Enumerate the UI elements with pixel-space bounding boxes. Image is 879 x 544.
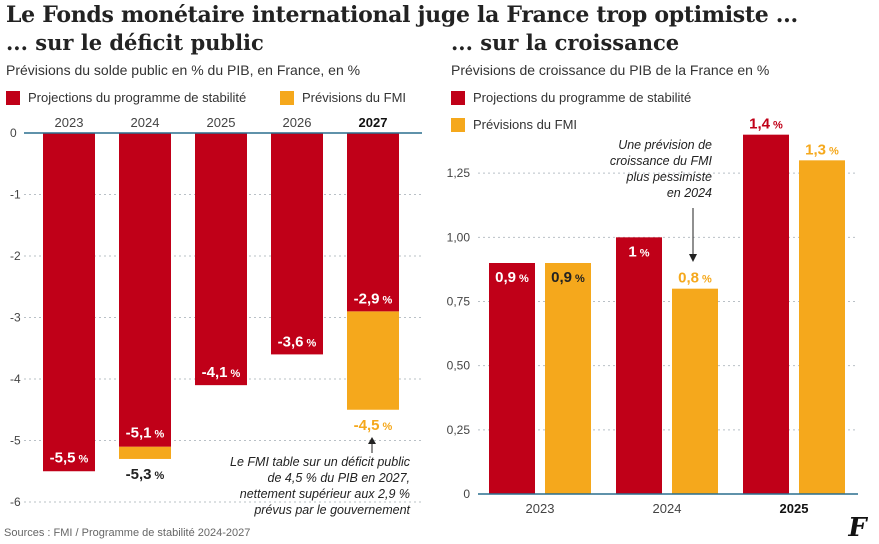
stability-bar [43,133,95,472]
annotation-line: de 4,5 % du PIB en 2027, [268,471,410,485]
left-description: Prévisions du solde public en % du PIB, … [6,62,361,78]
y-tick-label: 1,00 [447,230,471,244]
imf-bar [119,446,171,459]
y-tick-label: -2 [10,249,21,263]
y-tick-label: -1 [10,188,21,202]
stability-bar [347,133,399,312]
imf-value-label: -5,3 % [126,466,165,483]
stability-bar [743,134,789,494]
legend-label: Prévisions du FMI [302,90,407,105]
y-tick-label: 0,50 [447,359,471,373]
left-legend-imf: Prévisions du FMI [280,90,406,105]
y-tick-label: 0 [10,126,17,140]
imf-value-label: 0,9 % [551,269,585,286]
imf-value-label: 1,3 % [805,141,839,158]
stability-bar [119,133,171,447]
stability-value-label: 0,9 % [495,269,529,286]
stability-value-label: -3,6 % [278,333,317,350]
imf-value-label: 0,8 % [678,270,712,287]
annotation-arrowhead [368,437,376,444]
imf-bar [545,263,591,494]
legend-label: Prévisions du FMI [473,117,578,132]
stability-value-label: -2,9 % [354,290,393,307]
category-label: 2024 [131,115,160,130]
annotation-line: croissance du FMI [610,154,713,168]
annotation-line: Une prévision de [618,138,712,152]
left-heading: ... sur le déficit public [6,30,264,55]
annotation-line: nettement supérieur aux 2,9 % [240,487,410,501]
annotation-line: plus pessimiste [626,170,712,184]
imf-bar [799,160,845,495]
stability-value-label: 1 % [628,243,649,260]
stability-value-label: -5,5 % [50,449,89,466]
y-tick-label: 0 [463,487,470,501]
imf-bar [347,311,399,410]
category-label: 2024 [653,501,682,516]
y-tick-label: -5 [10,434,21,448]
y-tick-label: -6 [10,495,21,509]
source-note: Sources : FMI / Programme de stabilité 2… [4,527,251,539]
stability-bar [616,237,662,495]
stability-swatch [6,90,20,105]
category-label: 2025 [780,501,809,516]
category-label: 2023 [526,501,555,516]
stability-value-label: -5,1 % [126,425,165,442]
imf-bar [672,288,718,494]
right-legend-stability: Projections du programme de stabilité [451,90,691,105]
stability-bar [489,263,535,494]
y-tick-label: 0,25 [447,423,471,437]
y-tick-label: -4 [10,372,21,386]
legend-label: Projections du programme de stabilité [473,90,692,105]
right-description: Prévisions de croissance du PIB de la Fr… [451,62,770,78]
category-label: 2026 [283,115,312,130]
category-label: 2025 [207,115,236,130]
legend-label: Projections du programme de stabilité [28,90,247,105]
annotation-arrowhead [689,254,697,262]
left-legend-stability: Projections du programme de stabilité [6,90,246,105]
y-tick-label: -3 [10,311,21,325]
stability-bar [271,133,323,355]
imf-swatch [280,90,294,105]
annotation-line: Le FMI table sur un déficit public [230,455,411,469]
stability-value-label: 1,4 % [749,116,783,133]
right-heading: ... sur la croissance [451,30,680,55]
category-label: 2023 [55,115,84,130]
category-label: 2027 [359,115,388,130]
y-tick-label: 0,75 [447,295,471,309]
y-tick-label: 1,25 [447,166,471,180]
stability-bar [195,133,247,386]
annotation-line: en 2024 [667,186,712,200]
annotation-line: prévus par le gouvernement [253,503,410,517]
main-title: Le Fonds monétaire international juge la… [6,2,798,28]
imf-swatch [451,117,465,132]
imf-value-label: -4,5 % [354,417,393,434]
stability-swatch [451,90,465,105]
stability-value-label: -4,1 % [202,364,241,381]
right-legend-imf: Prévisions du FMI [451,117,577,132]
